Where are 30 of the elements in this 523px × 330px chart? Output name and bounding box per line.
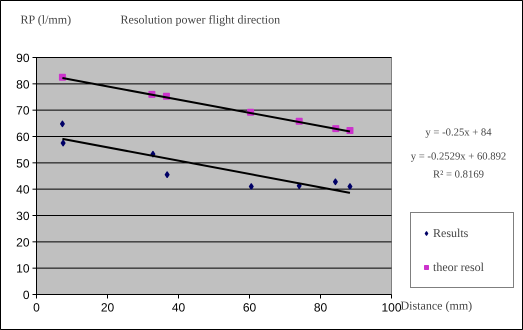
- x-tick-label: 60: [242, 300, 256, 314]
- text: y = -0.2529x + 60.892: [410, 152, 506, 162]
- y-tick-label: 50: [16, 156, 30, 170]
- legend-label: theor resol: [433, 260, 485, 274]
- x-tick-label: 80: [314, 300, 328, 314]
- y-tick-label: 10: [16, 262, 30, 276]
- y-axis-title: RP (l/mm): [20, 12, 72, 26]
- y-tick-label: 60: [16, 130, 30, 144]
- y-tick-label: 0: [22, 288, 30, 302]
- y-tick-label: 30: [16, 209, 30, 223]
- text: y = -0.25x + 84: [425, 128, 492, 138]
- point: [248, 183, 254, 190]
- text: R² = 0.8169: [433, 170, 484, 180]
- y-tick-label: 20: [16, 235, 30, 250]
- point: [60, 120, 65, 128]
- legend-label: Results: [433, 226, 470, 240]
- y-tick-label: 40: [16, 182, 30, 197]
- point: [332, 178, 338, 186]
- x-tick-label: 20: [100, 300, 114, 314]
- point: [60, 140, 66, 147]
- x-tick-label: 40: [172, 300, 186, 314]
- x-axis-title: Distance (mm): [400, 298, 472, 312]
- y-tick-label: 80: [16, 77, 30, 92]
- y-tick-label: 70: [16, 104, 30, 118]
- point: [347, 183, 352, 190]
- y-tick-label: 90: [16, 51, 30, 65]
- point: [164, 171, 170, 178]
- chart-title: Resolution power flight direction: [120, 12, 280, 26]
- x-tick-label: 100: [381, 300, 402, 314]
- x-tick-label: 0: [33, 300, 40, 314]
